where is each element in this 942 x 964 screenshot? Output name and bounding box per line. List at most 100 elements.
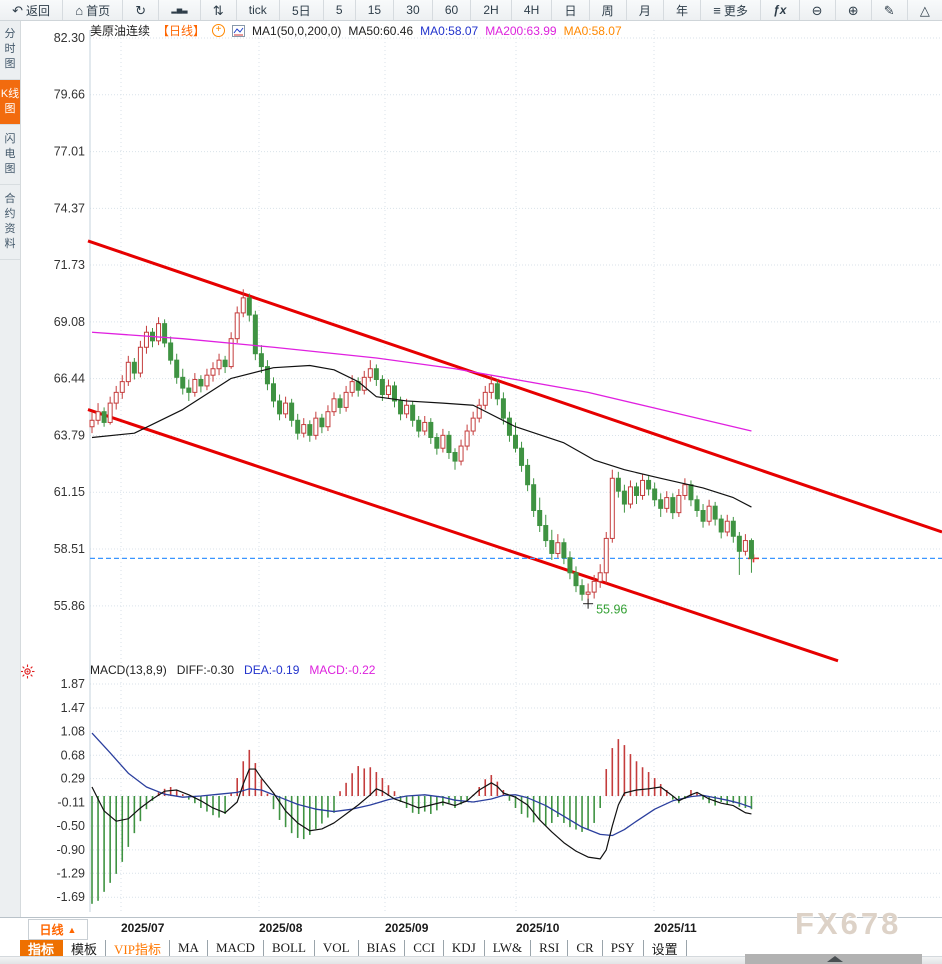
toolbar-5d-label: 5日: [291, 3, 311, 18]
macd-diff-value: DIFF:-0.30: [176, 663, 235, 677]
toolbar-zoom-out-button[interactable]: ⊖: [800, 0, 836, 20]
svg-text:66.44: 66.44: [54, 372, 85, 386]
tab-BOLL[interactable]: BOLL: [264, 940, 315, 956]
axis-labels: 82.30 79.66 77.01 74.37 71.73 69.08 66.44 63.79…: [54, 31, 85, 904]
svg-text:1.08: 1.08: [61, 724, 85, 738]
toolbar-chart-type-button[interactable]: ▂▅▃: [159, 0, 201, 20]
toolbar-year-button[interactable]: 年: [664, 0, 702, 20]
sidebar-item-分时图[interactable]: 分时图: [0, 20, 20, 80]
tab-MA[interactable]: MA: [170, 940, 208, 956]
svg-text:-1.29: -1.29: [57, 866, 86, 880]
toolbar-5d-button[interactable]: 5日: [280, 0, 324, 20]
tab-VOL[interactable]: VOL: [315, 940, 359, 956]
toolbar-back-label: 返回: [26, 3, 51, 18]
svg-text:-0.11: -0.11: [57, 796, 85, 810]
toolbar-h2-button[interactable]: 2H: [471, 0, 512, 20]
period-selector[interactable]: 日线 ▲: [28, 919, 88, 940]
tab-CCI[interactable]: CCI: [405, 940, 444, 956]
toolbar-tick-label: tick: [248, 3, 267, 17]
grid-lines: [89, 30, 940, 912]
macd-histogram: [91, 739, 753, 904]
svg-text:1.87: 1.87: [61, 677, 85, 691]
toolbar-m15-button[interactable]: 15: [356, 0, 395, 20]
low-price-label: 55.96: [596, 603, 627, 617]
tab-设置[interactable]: 设置: [644, 940, 687, 957]
tab-BIAS[interactable]: BIAS: [359, 940, 406, 956]
collapse-panel-handle[interactable]: [745, 954, 922, 964]
tab-CR[interactable]: CR: [568, 940, 603, 956]
tab-KDJ[interactable]: KDJ: [444, 940, 485, 956]
mini-chart-icon: [232, 24, 246, 37]
svg-text:69.08: 69.08: [54, 315, 85, 329]
toolbar-m60-label: 60: [444, 3, 459, 17]
dea-line: [91, 732, 752, 837]
toolbar-zoom-in-button[interactable]: ⊕: [836, 0, 872, 20]
zoom-out-icon: ⊖: [811, 2, 823, 18]
bottom-strip: [0, 957, 942, 964]
tab-PSY[interactable]: PSY: [603, 940, 644, 956]
chart-canvas-background: [20, 20, 942, 917]
ma50-line: [91, 364, 752, 508]
tab-MACD[interactable]: MACD: [208, 940, 264, 956]
triangle-icon: △: [919, 2, 930, 18]
svg-text:63.79: 63.79: [54, 429, 85, 443]
tab-模板[interactable]: 模板: [63, 940, 107, 957]
toolbar-m60-button[interactable]: 60: [433, 0, 472, 20]
toolbar-fx-button[interactable]: ƒx: [761, 0, 800, 20]
back-icon: ↶: [12, 2, 23, 18]
toolbar-fx-label: ƒx: [773, 3, 787, 17]
toolbar-week-button[interactable]: 周: [590, 0, 627, 20]
indicator-settings-icon[interactable]: [20, 664, 35, 684]
toolbar-refresh-button[interactable]: ↻: [123, 0, 160, 20]
toolbar-day-button[interactable]: 日: [552, 0, 590, 20]
sidebar-item-闪电图[interactable]: 闪电图: [0, 125, 20, 185]
toolbar-back-button[interactable]: ↶ 返回: [0, 0, 64, 20]
svg-text:1.47: 1.47: [61, 701, 85, 715]
ma200-value: MA200:63.99: [485, 23, 557, 38]
sliders-icon: ⇅: [212, 2, 224, 18]
tab-指标[interactable]: 指标: [20, 940, 64, 957]
period-selector-label: 日线: [39, 923, 64, 937]
macd-value: MACD:-0.22: [309, 663, 376, 677]
channel-lower-line: [87, 408, 839, 663]
toolbar-m30-button[interactable]: 30: [394, 0, 433, 20]
channel-upper-line: [87, 239, 942, 534]
refresh-icon: ↻: [135, 2, 147, 18]
symbol-name: 美原油连续: [90, 24, 151, 38]
ma-formula: MA1(50,0,200,0): [252, 23, 342, 38]
svg-text:74.37: 74.37: [54, 201, 85, 215]
month-label: 2025/11: [654, 921, 697, 935]
macd-dea-value: DEA:-0.19: [244, 663, 300, 677]
sidebar-item-K线图[interactable]: K线图: [0, 80, 20, 125]
toolbar-tick-button[interactable]: tick: [237, 0, 280, 20]
tab-RSI[interactable]: RSI: [531, 940, 569, 956]
period-tag: 【日线】: [157, 24, 206, 38]
toolbar-shapes-button[interactable]: △: [908, 0, 942, 20]
toolbar-m30-label: 30: [406, 3, 420, 17]
toolbar-more-button[interactable]: ≡ 更多: [701, 0, 761, 20]
tab-LW&[interactable]: LW&: [485, 940, 532, 956]
tab-VIP指标[interactable]: VIP指标: [106, 940, 170, 957]
toolbar-draw-button[interactable]: ✎: [872, 0, 908, 20]
price-pane-header: 美原油连续 【日线】 + MA1(50,0,200,0) MA50:60.46 …: [90, 23, 622, 39]
toolbar-day-label: 日: [564, 3, 577, 18]
expand-arrow-icon: [827, 956, 843, 962]
zoom-in-icon: ⊕: [847, 2, 859, 18]
toolbar-home-button[interactable]: ⌂ 首页: [63, 0, 124, 20]
toolbar-m15-label: 15: [367, 3, 382, 17]
svg-text:-1.69: -1.69: [57, 890, 86, 904]
sidebar-item-合约资料[interactable]: 合约资料: [0, 185, 20, 260]
toolbar-m5-button[interactable]: 5: [324, 0, 356, 20]
toolbar-indicator-panel-button[interactable]: ⇅: [201, 0, 237, 20]
svg-text:61.15: 61.15: [54, 485, 85, 499]
toolbar-h4-button[interactable]: 4H: [512, 0, 553, 20]
toolbar-month-button[interactable]: 月: [627, 0, 664, 20]
ma200-line: [91, 331, 752, 432]
svg-text:77.01: 77.01: [54, 145, 85, 159]
svg-text:-0.50: -0.50: [57, 819, 86, 833]
svg-text:82.30: 82.30: [54, 31, 85, 45]
home-icon: ⌂: [75, 2, 84, 18]
month-label: 2025/09: [385, 921, 429, 935]
add-compare-icon[interactable]: +: [212, 24, 226, 37]
